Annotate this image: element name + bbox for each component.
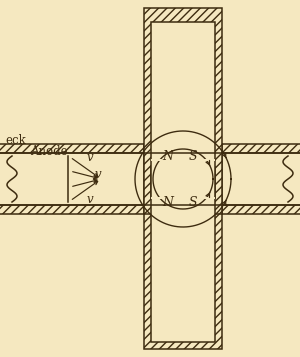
Text: v: v xyxy=(95,167,101,181)
Bar xyxy=(169,205,197,214)
Bar xyxy=(0,144,300,153)
Text: Anode: Anode xyxy=(30,145,68,158)
Text: eck: eck xyxy=(5,134,26,147)
Text: N: N xyxy=(163,196,173,208)
Text: v: v xyxy=(87,151,93,164)
Bar xyxy=(169,144,197,153)
Bar xyxy=(151,167,215,342)
Text: S: S xyxy=(189,150,197,162)
Bar xyxy=(151,159,215,161)
Bar xyxy=(151,197,215,199)
Bar xyxy=(144,8,222,214)
Text: N: N xyxy=(163,150,173,162)
Text: S: S xyxy=(189,196,197,208)
Text: v: v xyxy=(87,192,93,206)
Bar xyxy=(0,205,300,214)
Bar xyxy=(151,22,215,198)
Bar xyxy=(144,144,222,349)
Bar xyxy=(163,198,203,205)
Bar xyxy=(163,153,203,160)
